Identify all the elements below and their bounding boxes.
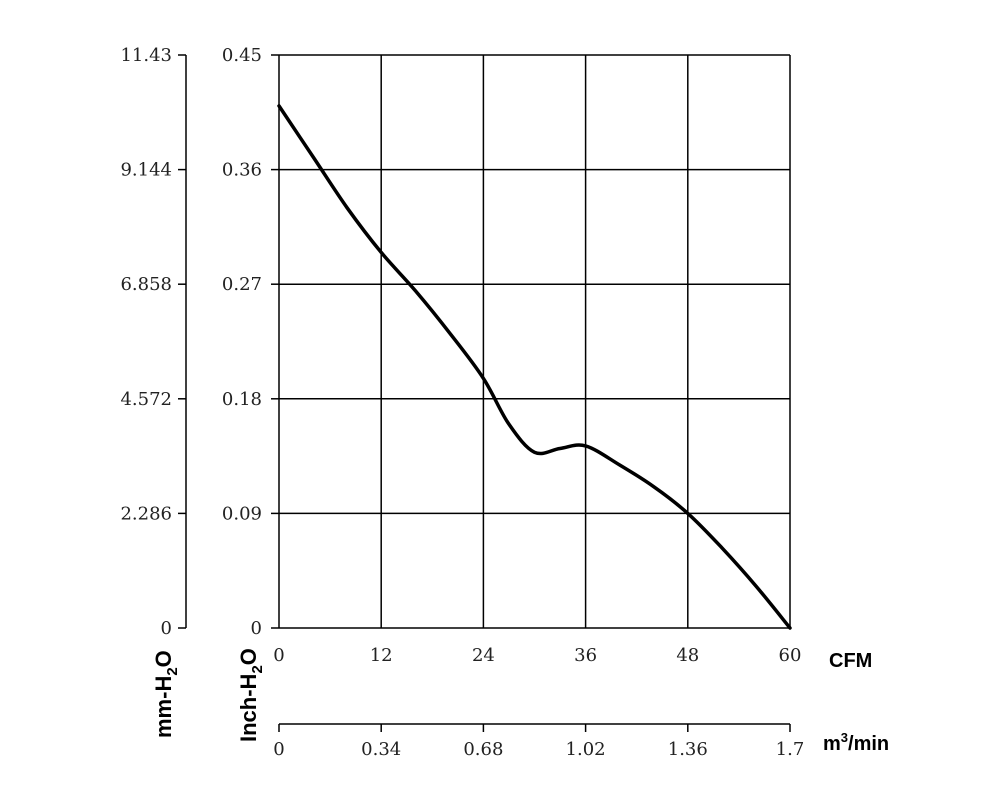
y-secondary-tick-label: 11.43 xyxy=(120,45,172,66)
x-primary-tick-label: 24 xyxy=(472,645,495,666)
y-secondary-tick-label: 9.144 xyxy=(120,160,172,181)
x-secondary-tick-label: 1.7 xyxy=(776,739,805,760)
y-primary-label: Inch-H2O xyxy=(236,648,266,742)
x-secondary-tick-label: 1.36 xyxy=(668,739,708,760)
y-secondary-tick-label: 2.286 xyxy=(120,503,172,524)
x-primary-tick-label: 48 xyxy=(676,645,699,666)
x-secondary-tick-label: 0.68 xyxy=(463,739,503,760)
y-secondary-tick-label: 0 xyxy=(161,618,172,639)
x-secondary-unit: m3/min xyxy=(823,730,889,755)
y-primary-tick-label: 0 xyxy=(251,618,262,639)
y-primary-tick-label: 0.09 xyxy=(222,503,262,524)
y-primary-tick-label: 0.45 xyxy=(222,45,262,66)
grid xyxy=(278,54,791,629)
y-secondary-tick-label: 6.858 xyxy=(120,274,172,295)
y-primary-tick-label: 0.36 xyxy=(222,160,262,181)
x-primary-tick-label: 36 xyxy=(574,645,597,666)
y-primary-tick-label: 0.27 xyxy=(222,274,262,295)
x-secondary-tick-label: 1.02 xyxy=(566,739,606,760)
pressure-flow-curve xyxy=(277,104,792,630)
x-secondary-tick-label: 0.34 xyxy=(361,739,401,760)
x-secondary-tick-label: 0 xyxy=(273,739,284,760)
x-primary-tick-label: 60 xyxy=(779,645,802,666)
tick-labels: 0 0.09 0.18 0.27 0.36 0.45 0 2.286 4.572 6.858 9.1… xyxy=(120,45,804,760)
x-primary-tick-label: 0 xyxy=(273,645,284,666)
x-primary-tick-label: 12 xyxy=(370,645,393,666)
y-primary-tick-label: 0.18 xyxy=(222,389,262,410)
axes xyxy=(178,54,791,732)
series-group xyxy=(277,104,792,630)
x-primary-unit: CFM xyxy=(829,650,872,672)
y-secondary-label: mm-H2O xyxy=(151,650,181,738)
y-secondary-tick-label: 4.572 xyxy=(120,389,172,410)
